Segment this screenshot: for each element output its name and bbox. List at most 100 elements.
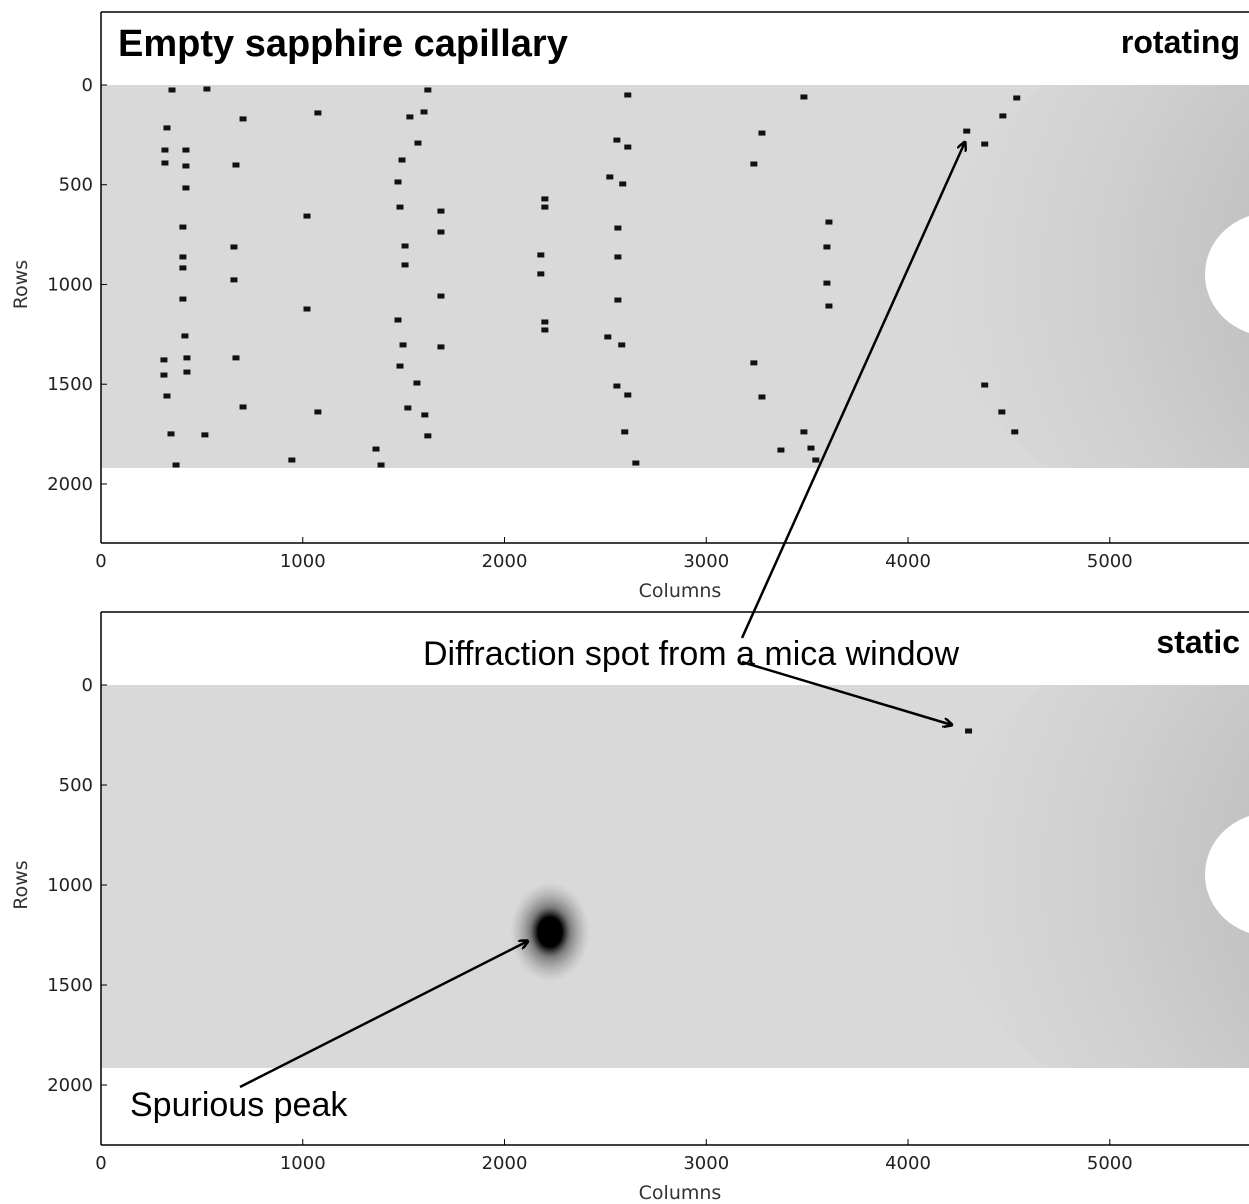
panel-label: rotating: [1121, 24, 1240, 60]
diffraction-spot: [965, 728, 973, 734]
diffraction-spot: [413, 380, 421, 386]
diffraction-spot: [179, 296, 187, 302]
diffraction-spot: [203, 86, 211, 92]
x-axis-label: Columns: [639, 1182, 722, 1204]
diffraction-spot: [437, 208, 445, 214]
diffraction-spot: [167, 431, 175, 437]
diffraction-spot: [825, 303, 833, 309]
diffraction-spot: [181, 333, 189, 339]
diffraction-spot: [230, 244, 238, 250]
diffraction-spot: [758, 394, 766, 400]
x-axis-label: Columns: [639, 580, 722, 602]
diffraction-spot: [163, 393, 171, 399]
detector-image: [101, 85, 1249, 468]
diffraction-spot: [750, 360, 758, 366]
diffraction-spot: [424, 87, 432, 93]
annotation: Diffraction spot from a mica window: [423, 635, 959, 673]
diffraction-spot: [614, 254, 622, 260]
diffraction-spot: [160, 372, 168, 378]
diffraction-spot: [239, 404, 247, 410]
diffraction-spot: [288, 457, 296, 463]
diffraction-spot: [437, 344, 445, 350]
diffraction-spot: [758, 130, 766, 136]
diffraction-spot: [414, 140, 422, 146]
diffraction-spot: [613, 383, 621, 389]
diffraction-spot: [999, 113, 1007, 119]
x-tick-label: 4000: [885, 1153, 931, 1174]
annotation-arrow: [740, 142, 965, 639]
diffraction-spot: [182, 147, 190, 153]
diffraction-spot: [182, 185, 190, 191]
diffraction-spot: [394, 317, 402, 323]
diffraction-spot: [161, 160, 169, 166]
diffraction-spot: [401, 243, 409, 249]
diffraction-spot: [981, 141, 989, 147]
y-tick-label: 2000: [47, 1075, 93, 1096]
diffraction-spot: [825, 219, 833, 225]
diffraction-spot: [172, 462, 180, 468]
diffraction-spot: [624, 144, 632, 150]
x-tick-label: 4000: [885, 551, 931, 572]
diffraction-spot: [179, 254, 187, 260]
diffraction-spot: [998, 409, 1006, 415]
detector-shade: [939, 685, 1249, 1068]
diffraction-spot: [230, 277, 238, 283]
diffraction-spot: [394, 179, 402, 185]
diffraction-spot: [179, 224, 187, 230]
spurious-peak-blob: [510, 882, 590, 982]
diffraction-spot: [424, 433, 432, 439]
panel: 0 1000 2000 3000 4000 5000 0 500 1000 1500 2000 Col…: [10, 11, 1249, 602]
diffraction-spot: [800, 429, 808, 435]
diffraction-spot: [399, 342, 407, 348]
beamstop-notch: [1205, 816, 1249, 933]
diffraction-spot: [614, 297, 622, 303]
y-axis-label: Rows: [10, 860, 32, 909]
diffraction-spot: [1013, 95, 1021, 101]
diffraction-spot: [777, 447, 785, 453]
diffraction-spot: [619, 181, 627, 187]
diffraction-spot: [632, 460, 640, 466]
chart-title: Empty sapphire capillary: [118, 23, 568, 65]
x-tick-label: 0: [95, 551, 106, 572]
panel: 0 1000 2000 3000 4000 5000 0 500 1000 1500 2000 Col…: [10, 611, 1249, 1204]
x-tick-label: 3000: [683, 1153, 729, 1174]
diffraction-spot: [406, 114, 414, 120]
diffraction-spot: [541, 319, 549, 325]
diffraction-spot: [614, 225, 622, 231]
diffraction-spot: [232, 355, 240, 361]
diffraction-spot: [823, 244, 831, 250]
diffraction-spot: [621, 429, 629, 435]
diffraction-spot: [372, 446, 380, 452]
diffraction-spot: [537, 252, 545, 258]
y-tick-label: 2000: [47, 474, 93, 495]
y-tick-label: 0: [82, 675, 93, 696]
y-tick-label: 0: [82, 75, 93, 96]
y-tick-label: 500: [59, 175, 93, 196]
diffraction-spot: [604, 334, 612, 340]
diffraction-spot: [613, 137, 621, 143]
diffraction-spot: [421, 412, 429, 418]
y-tick-label: 1500: [47, 975, 93, 996]
x-tick-label: 0: [95, 1153, 106, 1174]
diffraction-spot: [201, 432, 209, 438]
panel-label: static: [1156, 624, 1240, 660]
diffraction-spot: [541, 196, 549, 202]
diffraction-spot: [800, 94, 808, 100]
diffraction-spot: [606, 174, 614, 180]
detector-image: [101, 685, 1249, 1068]
diffraction-spot: [303, 213, 311, 219]
diffraction-spot: [618, 342, 626, 348]
diffraction-spot: [437, 293, 445, 299]
diffraction-spot: [377, 462, 385, 468]
diffraction-spot: [396, 204, 404, 210]
diffraction-spot: [537, 271, 545, 277]
y-tick-label: 1000: [47, 875, 93, 896]
diffraction-spot: [437, 229, 445, 235]
diffraction-spot: [398, 157, 406, 163]
annotation-arrow: [741, 660, 952, 725]
annotation-arrow: [239, 941, 528, 1089]
diffraction-spot: [750, 161, 758, 167]
diffraction-spot: [401, 262, 409, 268]
diffraction-spot: [179, 265, 187, 271]
